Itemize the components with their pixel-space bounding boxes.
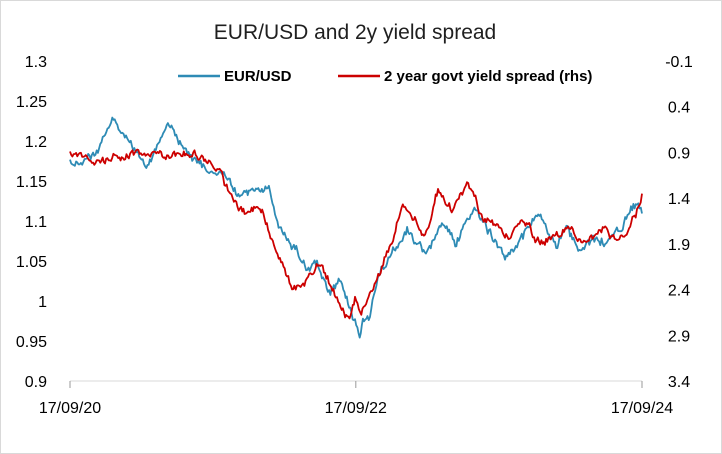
- x-tick-label: 17/09/22: [325, 400, 387, 417]
- right-tick-label: 0.9: [668, 145, 690, 162]
- right-tick-label: -0.1: [665, 54, 693, 71]
- right-tick-label: 1.9: [668, 237, 690, 254]
- left-tick-label: 0.9: [25, 374, 47, 391]
- left-axis-ticks: 1.3 1.25 1.2 1.15 1.1 1.05 1 0.95 0.9: [16, 54, 47, 391]
- left-tick-label: 1.05: [16, 254, 47, 271]
- right-axis-ticks: -0.1 0.4 0.9 1.4 1.9 2.4 2.9 3.4: [665, 54, 693, 391]
- x-axis-ticks: 17/09/20 17/09/22 17/09/24: [39, 381, 673, 417]
- right-tick-label: 3.4: [668, 374, 690, 391]
- series-line-yield-spread: [69, 148, 643, 320]
- x-tick-label: 17/09/20: [39, 400, 101, 417]
- series-line-eurusd: [69, 116, 643, 339]
- right-tick-label: 2.9: [668, 328, 690, 345]
- left-tick-label: 1: [38, 294, 47, 311]
- series-layer: [69, 116, 643, 339]
- right-tick-label: 0.4: [668, 100, 690, 117]
- x-tick-label: 17/09/24: [611, 400, 673, 417]
- chart-title: EUR/USD and 2y yield spread: [214, 21, 496, 44]
- legend: EUR/USD 2 year govt yield spread (rhs): [178, 68, 592, 85]
- left-tick-label: 1.15: [16, 174, 47, 191]
- left-tick-label: 1.3: [25, 54, 47, 71]
- left-tick-label: 1.1: [25, 214, 47, 231]
- right-tick-label: 2.4: [668, 283, 690, 300]
- legend-label-spread: 2 year govt yield spread (rhs): [384, 68, 592, 85]
- right-tick-label: 1.4: [668, 191, 690, 208]
- legend-label-eurusd: EUR/USD: [224, 68, 292, 85]
- left-tick-label: 0.95: [16, 334, 47, 351]
- left-tick-label: 1.25: [16, 94, 47, 111]
- left-tick-label: 1.2: [25, 134, 47, 151]
